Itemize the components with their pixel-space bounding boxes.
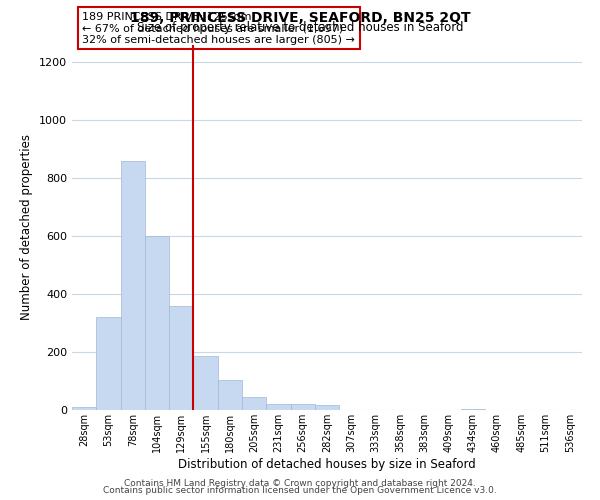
- Text: 189 PRINCESS DRIVE: 125sqm
← 67% of detached houses are smaller (1,697)
32% of s: 189 PRINCESS DRIVE: 125sqm ← 67% of deta…: [82, 12, 355, 45]
- Bar: [145, 236, 169, 410]
- X-axis label: Distribution of detached houses by size in Seaford: Distribution of detached houses by size …: [178, 458, 476, 470]
- Bar: [72, 407, 96, 410]
- Bar: [242, 397, 266, 410]
- Y-axis label: Number of detached properties: Number of detached properties: [20, 134, 34, 320]
- Bar: [218, 380, 242, 410]
- Text: Contains public sector information licensed under the Open Government Licence v3: Contains public sector information licen…: [103, 486, 497, 495]
- Bar: [290, 404, 315, 410]
- Bar: [121, 161, 145, 410]
- Text: Contains HM Land Registry data © Crown copyright and database right 2024.: Contains HM Land Registry data © Crown c…: [124, 478, 476, 488]
- Bar: [96, 318, 121, 410]
- Bar: [315, 405, 339, 410]
- Bar: [193, 356, 218, 410]
- Bar: [169, 306, 193, 410]
- Text: 189, PRINCESS DRIVE, SEAFORD, BN25 2QT: 189, PRINCESS DRIVE, SEAFORD, BN25 2QT: [130, 11, 470, 25]
- Bar: [461, 408, 485, 410]
- Bar: [266, 404, 290, 410]
- Text: Size of property relative to detached houses in Seaford: Size of property relative to detached ho…: [137, 22, 463, 35]
